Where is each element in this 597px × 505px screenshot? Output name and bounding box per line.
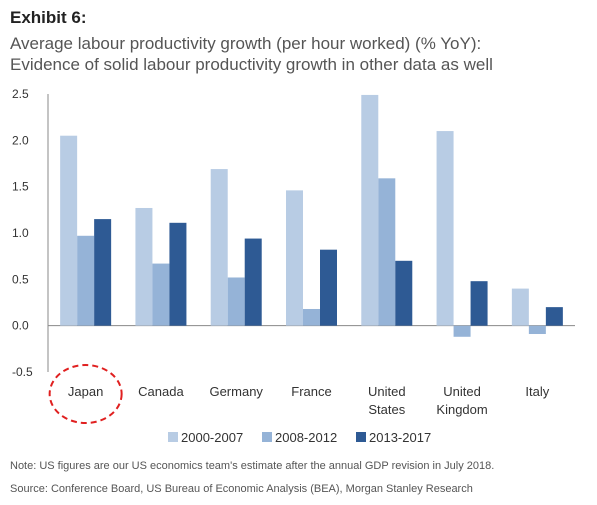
y-tick-label: -0.5 — [12, 365, 33, 379]
bar-2013-2017 — [470, 281, 488, 326]
category-label: Germany — [209, 384, 263, 399]
category-label: Kingdom — [436, 402, 487, 417]
category-label: France — [291, 384, 331, 399]
bar-2013-2017 — [320, 249, 337, 326]
bar-2013-2017 — [94, 219, 112, 326]
bar-2013-2017 — [395, 260, 413, 326]
bar-2000-2007 — [361, 94, 379, 326]
legend-swatch — [168, 432, 178, 442]
bar-2008-2012 — [378, 178, 396, 326]
chart-title: Average labour productivity growth (per … — [10, 33, 595, 75]
bar-2000-2007 — [436, 131, 454, 326]
category-label: States — [368, 402, 405, 417]
bar-2000-2007 — [135, 207, 153, 326]
bar-2000-2007 — [60, 135, 78, 326]
category-label: Japan — [68, 384, 103, 399]
chart-source: Source: Conference Board, US Bureau of E… — [10, 483, 473, 495]
legend-swatch — [356, 432, 366, 442]
category-label: United — [368, 384, 406, 399]
y-tick-label: 1.5 — [12, 180, 29, 194]
y-tick-label: 1.0 — [12, 226, 29, 240]
highlight-circle — [48, 364, 123, 424]
category-label: Canada — [138, 384, 184, 399]
category-label: United — [443, 384, 481, 399]
bar-2013-2017 — [545, 307, 563, 326]
bar-2000-2007 — [210, 169, 228, 326]
bar-2000-2007 — [286, 190, 303, 326]
bar-2008-2012 — [453, 325, 471, 337]
y-tick-label: 0.0 — [12, 319, 29, 333]
bar-2013-2017 — [244, 238, 262, 326]
legend-label: 2013-2017 — [369, 430, 431, 445]
bar-2000-2007 — [511, 288, 529, 326]
legend-label: 2008-2012 — [275, 430, 337, 445]
chart-title-line-2: Evidence of solid labour productivity gr… — [10, 55, 493, 74]
bar-2008-2012 — [303, 308, 320, 326]
chart-note: Note: US figures are our US economics te… — [10, 460, 495, 472]
y-tick-label: 2.0 — [12, 133, 29, 147]
bar-2008-2012 — [77, 235, 95, 326]
bar-2008-2012 — [528, 325, 546, 335]
y-tick-label: 0.5 — [12, 272, 29, 286]
category-label: Italy — [525, 384, 549, 399]
legend-swatch — [262, 432, 272, 442]
legend-label: 2000-2007 — [181, 430, 243, 445]
bar-2013-2017 — [169, 222, 187, 326]
chart-title-line-1: Average labour productivity growth (per … — [10, 34, 482, 53]
bar-2008-2012 — [152, 263, 170, 326]
exhibit-label: Exhibit 6: — [10, 8, 87, 27]
bar-2008-2012 — [227, 277, 245, 326]
y-tick-label: 2.5 — [12, 87, 29, 101]
